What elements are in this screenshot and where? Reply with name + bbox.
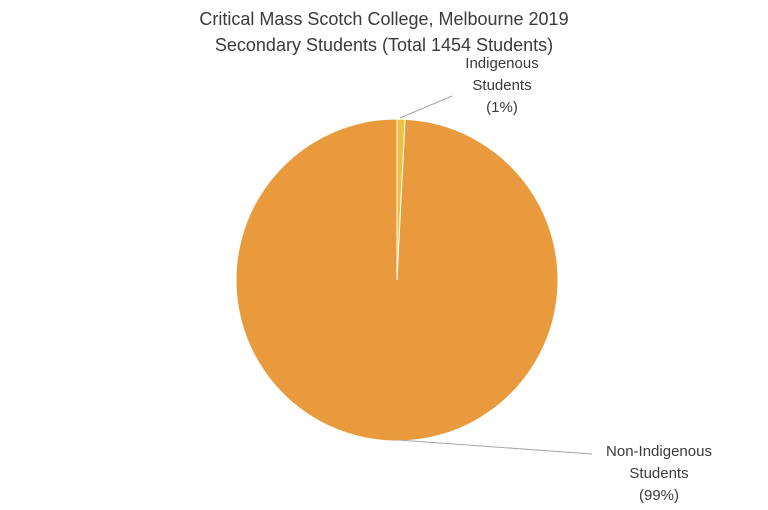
pie-slices [235,118,559,442]
leader-line [399,95,453,119]
slice-label-line: (1%) [486,99,518,116]
chart-title-block: Critical Mass Scotch College, Melbourne … [0,6,768,58]
chart-subtitle: Secondary Students (Total 1454 Students) [214,35,554,55]
slice-label-line: Indigenous [465,55,538,72]
leader-line [397,439,593,455]
slice-labels: Indigenous Students (1%) Non-Indigenous Stud… [465,55,712,504]
leader-lines [397,95,593,455]
slice-label-line: Students [629,465,688,482]
slice-label: Non-Indigenous Students (99%) [606,443,712,504]
slice-label-line: Non-Indigenous [606,443,712,460]
slice-label-line: (99%) [639,487,679,504]
pie-slice-non-indigenous-students [235,118,559,442]
slice-label: Indigenous Students (1%) [465,55,538,116]
slice-label-line: Students [472,77,531,94]
chart-title: Critical Mass Scotch College, Melbourne … [199,9,569,29]
